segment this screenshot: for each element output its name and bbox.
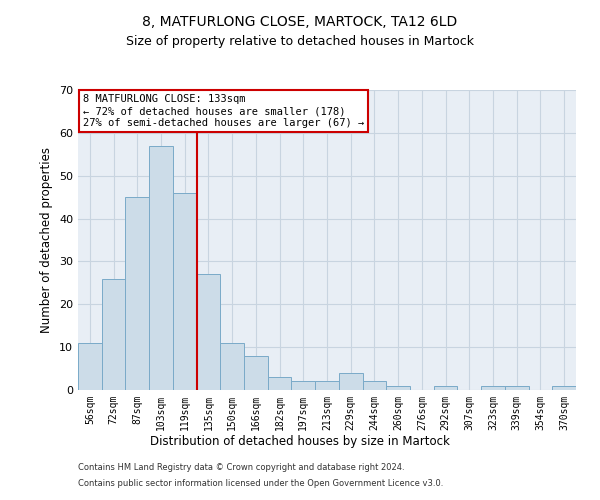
Bar	[173, 193, 197, 390]
Bar	[125, 197, 149, 390]
Bar	[268, 377, 292, 390]
Bar	[315, 382, 339, 390]
Y-axis label: Number of detached properties: Number of detached properties	[40, 147, 53, 333]
Bar	[386, 386, 410, 390]
Bar	[292, 382, 315, 390]
Text: 8 MATFURLONG CLOSE: 133sqm
← 72% of detached houses are smaller (178)
27% of sem: 8 MATFURLONG CLOSE: 133sqm ← 72% of deta…	[83, 94, 364, 128]
Bar	[220, 343, 244, 390]
Text: Distribution of detached houses by size in Martock: Distribution of detached houses by size …	[150, 435, 450, 448]
Text: Contains public sector information licensed under the Open Government Licence v3: Contains public sector information licen…	[78, 478, 443, 488]
Bar	[434, 386, 457, 390]
Bar	[149, 146, 173, 390]
Bar	[552, 386, 576, 390]
Bar	[481, 386, 505, 390]
Bar	[244, 356, 268, 390]
Bar	[362, 382, 386, 390]
Bar	[102, 278, 125, 390]
Text: Contains HM Land Registry data © Crown copyright and database right 2024.: Contains HM Land Registry data © Crown c…	[78, 464, 404, 472]
Text: Size of property relative to detached houses in Martock: Size of property relative to detached ho…	[126, 35, 474, 48]
Bar	[78, 343, 102, 390]
Text: 8, MATFURLONG CLOSE, MARTOCK, TA12 6LD: 8, MATFURLONG CLOSE, MARTOCK, TA12 6LD	[142, 15, 458, 29]
Bar	[197, 274, 220, 390]
Bar	[339, 373, 362, 390]
Bar	[505, 386, 529, 390]
